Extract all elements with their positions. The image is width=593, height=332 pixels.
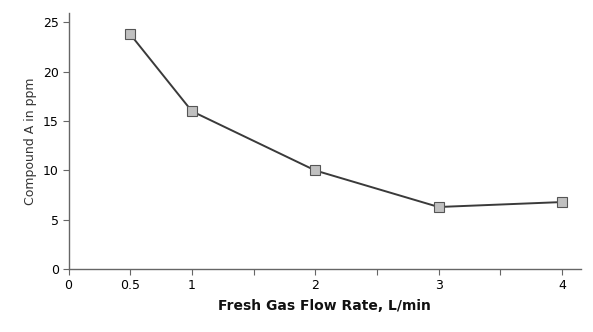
X-axis label: Fresh Gas Flow Rate, L/min: Fresh Gas Flow Rate, L/min <box>218 299 431 313</box>
Y-axis label: Compound A in ppm: Compound A in ppm <box>24 77 37 205</box>
